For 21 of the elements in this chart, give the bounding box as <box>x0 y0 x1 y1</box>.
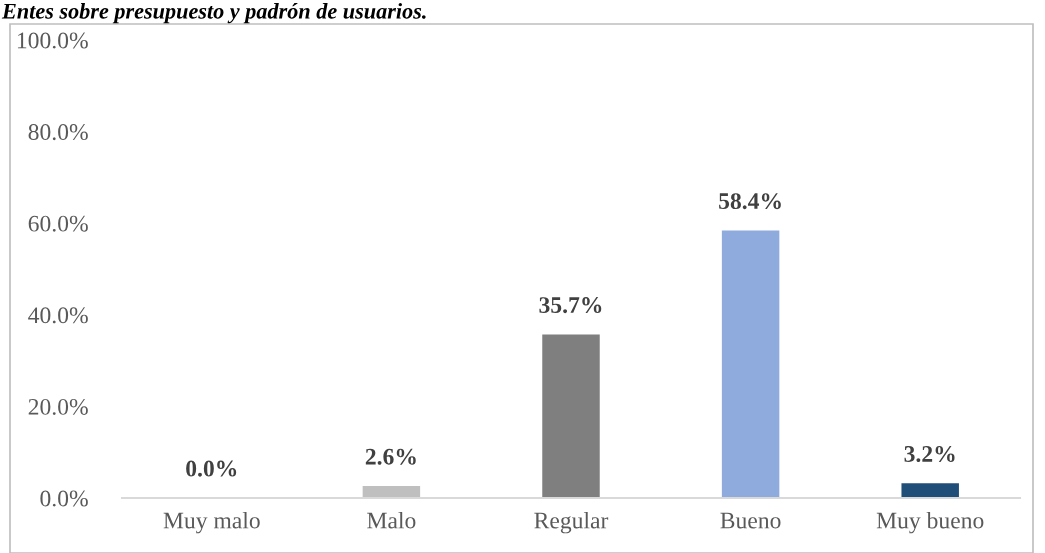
x-tick-label: Muy bueno <box>876 511 984 534</box>
data-label: 3.2% <box>904 445 955 462</box>
x-tick-label: Malo <box>367 511 416 529</box>
x-tick-label: Muy malo <box>163 511 260 534</box>
bar <box>542 334 600 498</box>
y-tick-label: 100.0% <box>17 32 88 49</box>
bar <box>901 483 959 498</box>
data-label: 35.7% <box>539 297 602 314</box>
x-tick-label: Regular <box>534 511 609 534</box>
x-tick-label: Bueno <box>720 512 781 529</box>
data-label: 0.0% <box>186 460 237 477</box>
y-tick-label: 40.0% <box>28 307 88 324</box>
bar <box>721 230 780 498</box>
data-label: 2.6% <box>365 448 416 465</box>
chart-title: Entes sobre presupuesto y padrón de usuarios. <box>1 3 426 24</box>
data-label: 58.4% <box>719 193 781 210</box>
y-tick-label: 20.0% <box>28 398 88 415</box>
y-tick-label: 80.0% <box>28 124 88 141</box>
bar <box>362 486 421 498</box>
y-tick-label: 60.0% <box>28 215 88 232</box>
y-tick-label: 0.0% <box>40 490 88 507</box>
